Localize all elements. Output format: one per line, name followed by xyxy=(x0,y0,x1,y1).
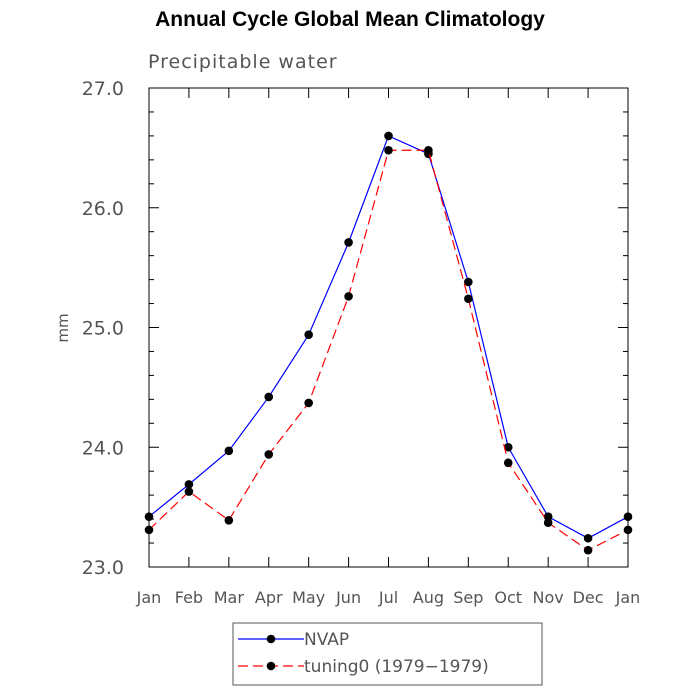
series-2-point xyxy=(583,545,593,555)
series-2-point xyxy=(543,518,553,527)
series-2-point xyxy=(264,450,274,459)
series-1-point xyxy=(464,277,473,287)
x-tick-label: Jul xyxy=(378,588,398,607)
series-2-point xyxy=(384,145,393,155)
plot-area xyxy=(144,131,633,555)
series-1-point xyxy=(503,442,513,452)
series-1-point xyxy=(224,446,234,456)
chart-title: Annual Cycle Global Mean Climatology xyxy=(155,8,545,31)
chart-subtitle: Precipitable water xyxy=(148,51,338,73)
series-2-point xyxy=(503,458,513,468)
legend-marker-1 xyxy=(266,634,276,644)
legend: NVAP tuning0 (1979−1979) xyxy=(232,622,543,686)
plot-frame xyxy=(148,87,629,568)
y-axis-label: mm xyxy=(54,313,72,342)
series-1-point xyxy=(623,512,633,522)
x-tick-label: Nov xyxy=(533,588,564,607)
series-2-point xyxy=(224,515,234,525)
series-1-point xyxy=(384,131,393,141)
y-tick-label: 23.0 xyxy=(82,557,124,579)
x-tick-label: Oct xyxy=(494,588,522,607)
legend-label-1: NVAP xyxy=(304,630,349,650)
series-2-point xyxy=(344,292,353,301)
x-tick-label: Dec xyxy=(573,588,604,607)
series-1-point xyxy=(184,480,194,489)
series-2-point xyxy=(623,525,633,535)
series-line-1 xyxy=(148,135,629,539)
x-tick-label: Jun xyxy=(335,588,361,607)
series-1-point xyxy=(543,512,553,522)
x-tick-label: Aug xyxy=(413,588,444,607)
series-1-point xyxy=(144,512,154,522)
x-tick-label: Jan xyxy=(136,588,162,607)
legend-marker-2 xyxy=(266,661,276,671)
series-1-point xyxy=(344,238,353,247)
series-2-point xyxy=(144,525,154,535)
series-1-point xyxy=(583,533,593,543)
y-tick-label: 24.0 xyxy=(82,437,124,459)
axes: 23.0 24.0 25.0 26.0 27.0 Jan Feb Mar Apr May Jun Ju… xyxy=(82,78,641,607)
x-tick-label: May xyxy=(292,588,325,607)
series-1-point xyxy=(304,330,313,339)
series-2-point xyxy=(184,487,194,496)
x-tick-label: Jan xyxy=(615,588,641,607)
x-tick-label: Feb xyxy=(175,588,203,607)
y-tick-label: 27.0 xyxy=(82,78,124,100)
series-1-point xyxy=(264,392,274,402)
legend-box xyxy=(232,622,543,686)
legend-label-2: tuning0 (1979−1979) xyxy=(304,657,489,677)
x-tick-label: Sep xyxy=(453,588,483,607)
y-tick-label: 26.0 xyxy=(82,198,124,220)
series-2-point xyxy=(304,398,313,408)
x-tick-label: Mar xyxy=(214,588,245,607)
x-tick-label: Apr xyxy=(255,588,283,607)
y-tick-label: 25.0 xyxy=(82,318,124,340)
series-2-point xyxy=(464,294,473,304)
series-line-2 xyxy=(148,149,629,551)
series-2-point xyxy=(424,145,433,155)
